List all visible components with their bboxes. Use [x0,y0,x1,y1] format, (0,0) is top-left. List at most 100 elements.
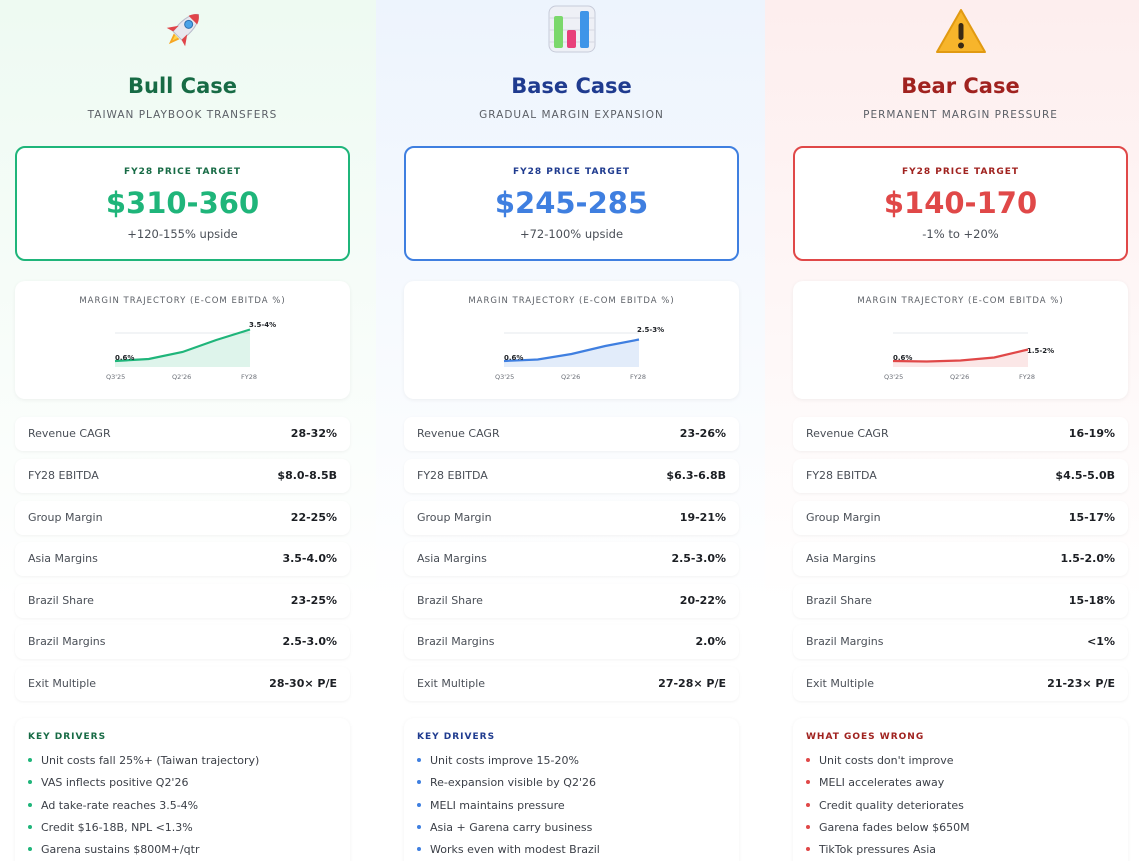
metric-value: 23-25% [290,594,337,607]
metric-value: $8.0-8.5B [277,469,337,482]
metric-label: Asia Margins [417,552,487,565]
chart-start-label: 0.6% [115,354,134,362]
metric-row-asia-margins: Asia Margins 3.5-4.0% [15,542,350,576]
bullet-dot-icon [28,824,32,829]
driver-text: Re-expansion visible by Q2'26 [430,776,596,790]
drivers-list: Unit costs fall 25%+ (Taiwan trajectory)… [28,755,259,861]
metric-row-group-margin: Group Margin 19-21% [404,501,739,535]
price-target-card: FY28 PRICE TARGET $245-285 +72-100% upsi… [404,146,739,261]
metric-row-brazil-margins: Brazil Margins <1% [793,625,1128,659]
bull-case-column: Bull Case TAIWAN PLAYBOOK TRANSFERS FY28… [0,0,389,861]
driver-text: Garena fades below $650M [819,820,970,834]
upside-text: -1% to +20% [922,227,999,241]
metric-label: Group Margin [28,511,103,524]
scenario-title: Bull Case [128,74,237,98]
chart-x-label: Q2'26 [950,373,969,381]
metric-row-group-margin: Group Margin 22-25% [15,501,350,535]
upside-text: +120-155% upside [127,227,238,241]
list-item: Credit $16-18B, NPL <1.3% [28,821,259,844]
metric-value: 3.5-4.0% [282,552,337,565]
base-case-column: Base Case GRADUAL MARGIN EXPANSION FY28 … [376,0,765,861]
metric-value: 28-30× P/E [269,677,337,690]
chart-area [893,349,1028,367]
bullet-dot-icon [28,847,32,852]
metric-label: Brazil Margins [28,635,106,648]
metric-label: Exit Multiple [417,677,486,690]
list-item: TikTok pressures Asia [806,844,970,861]
bullet-dot-icon [806,847,810,852]
bullet-dot-icon [28,802,32,807]
metric-value: 28-32% [290,427,337,440]
bear-case-column: Bear Case PERMANENT MARGIN PRESSURE FY28… [765,0,1139,861]
metric-row-asia-margins: Asia Margins 1.5-2.0% [793,542,1128,576]
chart-line [892,348,1029,363]
metric-label: Asia Margins [806,552,876,565]
metric-label: FY28 EBITDA [28,469,99,482]
list-item: VAS inflects positive Q2'26 [28,777,259,799]
bullet-dot-icon [417,824,421,829]
metric-label: Brazil Share [28,594,94,607]
metric-label: Asia Margins [28,552,98,565]
metric-row-exit-multiple: Exit Multiple 21-23× P/E [793,667,1128,701]
metric-value: <1% [1087,635,1115,648]
driver-text: Garena sustains $800M+/qtr [41,843,200,857]
list-item: Asia + Garena carry business [417,821,600,844]
metric-label: Brazil Share [806,594,872,607]
driver-text: MELI accelerates away [819,776,945,790]
key-drivers-card: KEY DRIVERS Unit costs fall 25%+ (Taiwan… [15,718,350,861]
metric-row-brazil-margins: Brazil Margins 2.0% [404,625,739,659]
metric-label: FY28 EBITDA [806,469,877,482]
list-item: Unit costs fall 25%+ (Taiwan trajectory) [28,755,259,777]
driver-text: Works even with modest Brazil [430,843,600,857]
price-target-label: FY28 PRICE TARGET [123,167,242,177]
list-item: Ad take-rate reaches 3.5-4% [28,798,259,822]
drivers-title: KEY DRIVERS [28,732,107,742]
bullet-dot-icon [417,780,421,785]
chart-line [114,328,251,363]
driver-text: TikTok pressures Asia [819,843,937,857]
metric-label: Group Margin [806,511,881,524]
chart-title: MARGIN TRAJECTORY (E-COM EBITDA %) [857,296,1064,306]
price-target-label: FY28 PRICE TARGET [512,167,631,177]
driver-text: Unit costs fall 25%+ (Taiwan trajectory) [41,754,260,767]
metric-label: Exit Multiple [28,677,97,690]
price-target-card: FY28 PRICE TARGET $310-360 +120-155% ups… [15,146,350,261]
list-item: Credit quality deteriorates [806,799,970,822]
metric-row-revenue-cagr: Revenue CAGR 16-19% [793,417,1128,451]
metric-label: FY28 EBITDA [417,469,488,482]
metric-value: 21-23× P/E [1047,677,1115,690]
driver-text: Ad take-rate reaches 3.5-4% [41,798,199,812]
metric-label: Exit Multiple [806,677,875,690]
chart-x-label: Q2'26 [561,373,580,381]
bar-chart-icon [404,2,739,58]
metric-value: 1.5-2.0% [1060,552,1115,565]
driver-text: VAS inflects positive Q2'26 [41,776,189,790]
metric-row-fy28-ebitda: FY28 EBITDA $4.5-5.0B [793,459,1128,493]
metric-value: 16-19% [1068,427,1115,440]
metric-value: 2.0% [695,635,726,648]
drivers-title: KEY DRIVERS [417,732,496,742]
scenario-subtitle: GRADUAL MARGIN EXPANSION [479,109,664,121]
metric-label: Brazil Share [417,594,483,607]
scenario-subtitle: PERMANENT MARGIN PRESSURE [863,109,1058,121]
margin-trajectory-chart: 0.6% 3.5-4% Q3'25 Q2'26 FY28 [106,321,276,381]
list-item: Unit costs don't improve [806,755,970,777]
metric-value: 2.5-3.0% [282,635,337,648]
list-item: Re-expansion visible by Q2'26 [417,777,600,799]
list-item: Garena fades below $650M [806,820,970,844]
chart-title: MARGIN TRAJECTORY (E-COM EBITDA %) [468,296,675,306]
metric-value: $6.3-6.8B [666,469,726,482]
warning-icon [793,2,1128,58]
drivers-list: Unit costs don't improve MELI accelerate… [806,755,970,861]
scenario-title: Bear Case [901,74,1020,98]
price-target-value: $140-170 [883,186,1038,220]
metric-label: Revenue CAGR [28,427,111,440]
chart-end-label: 1.5-2% [1027,347,1054,355]
bullet-dot-icon [28,758,32,762]
price-target-value: $310-360 [105,186,260,220]
chart-title: MARGIN TRAJECTORY (E-COM EBITDA %) [79,296,286,306]
bullet-dot-icon [806,824,810,829]
chart-start-label: 0.6% [893,354,912,362]
metric-row-group-margin: Group Margin 15-17% [793,501,1128,535]
drivers-title: WHAT GOES WRONG [806,732,925,742]
